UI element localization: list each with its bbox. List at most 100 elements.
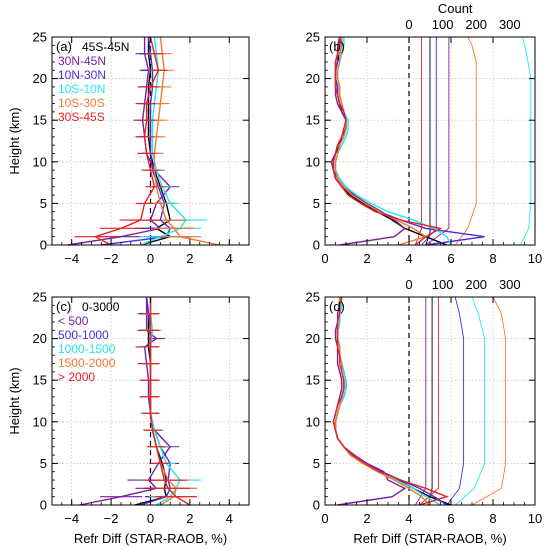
x-tick-label: 0 xyxy=(321,511,328,526)
series-line-black xyxy=(334,296,452,506)
y-tick-label: 5 xyxy=(40,196,47,211)
x-tick-label: −2 xyxy=(104,511,119,526)
top-tick-label: 0 xyxy=(405,17,412,32)
legend-entry: > 2000 xyxy=(58,370,95,384)
count-line-black xyxy=(427,297,433,506)
x-tick-label: 6 xyxy=(447,251,454,266)
x-tick-label: 2 xyxy=(363,251,370,266)
x-tick-label: 8 xyxy=(489,511,496,526)
series-line-red xyxy=(332,37,443,246)
y-tick-label: 20 xyxy=(306,331,320,346)
series-line-blue xyxy=(334,297,448,506)
x-tick-label: 2 xyxy=(363,511,370,526)
y-tick-label: 15 xyxy=(33,373,47,388)
x-tick-label: 4 xyxy=(226,511,233,526)
y-tick-label: 15 xyxy=(306,373,320,388)
y-axis-label: Height (km) xyxy=(7,107,22,174)
x-tick-label: 10 xyxy=(528,511,542,526)
series-line-red xyxy=(149,297,191,506)
legend-entry: 0-3000 xyxy=(82,300,120,314)
legend-entry: 500-1000 xyxy=(58,328,109,342)
legend-entry: 45S-45N xyxy=(82,40,129,54)
y-tick-label: 0 xyxy=(40,498,47,513)
series-line-cyan xyxy=(334,37,452,246)
legend-entry: 10S-10N xyxy=(58,82,105,96)
x-tick-label: −4 xyxy=(64,251,79,266)
y-tick-label: 25 xyxy=(33,30,47,45)
y-tick-label: 20 xyxy=(33,71,47,86)
legend-entry: 10N-30N xyxy=(58,68,106,82)
top-tick-label: 200 xyxy=(465,277,487,292)
series-line-purple xyxy=(332,297,407,506)
series-line-red xyxy=(332,296,449,506)
y-tick-label: 10 xyxy=(306,154,320,169)
y-tick-label: 5 xyxy=(313,456,320,471)
x-tick-label: 4 xyxy=(405,511,412,526)
count-line-blue xyxy=(421,37,437,246)
y-tick-label: 10 xyxy=(33,414,47,429)
x-tick-label: 4 xyxy=(226,251,233,266)
count-line-purple xyxy=(414,297,427,506)
series-line-orange xyxy=(153,36,220,246)
y-tick-label: 10 xyxy=(33,154,47,169)
y-tick-label: 15 xyxy=(306,113,320,128)
legend-entry: < 500 xyxy=(58,314,89,328)
legend-entry: 1500-2000 xyxy=(58,356,116,370)
count-line-red xyxy=(419,297,439,506)
x-tick-label: −2 xyxy=(104,251,119,266)
y-tick-label: 20 xyxy=(306,71,320,86)
legend-entry: 1000-1500 xyxy=(58,342,116,356)
count-line-black xyxy=(425,37,431,246)
top-tick-label: 300 xyxy=(499,277,521,292)
x-tick-label: 10 xyxy=(528,251,542,266)
count-line-red xyxy=(414,37,423,246)
series-line-orange xyxy=(334,37,428,246)
x-tick-label: 2 xyxy=(186,251,193,266)
x-axis-label: Refr Diff (STAR-RAOB, %) xyxy=(74,531,227,546)
top-axis-label: Count xyxy=(438,1,473,16)
y-tick-label: 0 xyxy=(313,498,320,513)
y-tick-label: 10 xyxy=(306,414,320,429)
x-tick-label: 0 xyxy=(147,251,154,266)
y-tick-label: 5 xyxy=(40,456,47,471)
top-tick-label: 200 xyxy=(465,17,487,32)
top-tick-label: 100 xyxy=(432,17,454,32)
panel-label: (b) xyxy=(329,39,345,54)
count-line-cyan xyxy=(454,296,486,506)
top-tick-label: 300 xyxy=(499,17,521,32)
count-line-orange xyxy=(454,36,477,246)
y-tick-label: 0 xyxy=(40,238,47,253)
series-line-blue xyxy=(101,36,172,246)
y-tick-label: 20 xyxy=(33,331,47,346)
x-tick-label: 2 xyxy=(186,511,193,526)
count-line-cyan xyxy=(519,36,532,246)
x-tick-label: 4 xyxy=(405,251,412,266)
x-tick-label: 6 xyxy=(447,511,454,526)
y-tick-label: 25 xyxy=(306,30,320,45)
legend-entry: 30S-45S xyxy=(58,110,105,124)
count-line-purple xyxy=(425,37,450,246)
y-tick-label: 0 xyxy=(313,238,320,253)
x-tick-label: 0 xyxy=(147,511,154,526)
panel-label: (c) xyxy=(56,299,71,314)
x-tick-label: −4 xyxy=(64,511,79,526)
top-tick-label: 100 xyxy=(432,277,454,292)
y-tick-label: 25 xyxy=(306,290,320,305)
y-tick-label: 25 xyxy=(33,290,47,305)
panel-label: (a) xyxy=(56,39,72,54)
series-line-orange xyxy=(334,297,431,506)
panel-c: −4 −2 0 2 4 0 5 10 15 20 25 (c) Height (km) Refr Diff… xyxy=(7,290,250,546)
panel-label: (d) xyxy=(329,299,345,314)
count-line-blue xyxy=(446,296,465,506)
y-axis-label: Height (km) xyxy=(7,367,22,434)
legend-entry: 10S-30S xyxy=(58,96,105,110)
x-tick-label: 0 xyxy=(321,251,328,266)
x-tick-label: 8 xyxy=(489,251,496,266)
count-line-orange xyxy=(471,296,507,506)
top-tick-label: 0 xyxy=(405,277,412,292)
y-tick-label: 15 xyxy=(33,113,47,128)
legend-entry: 30N-45N xyxy=(58,54,106,68)
